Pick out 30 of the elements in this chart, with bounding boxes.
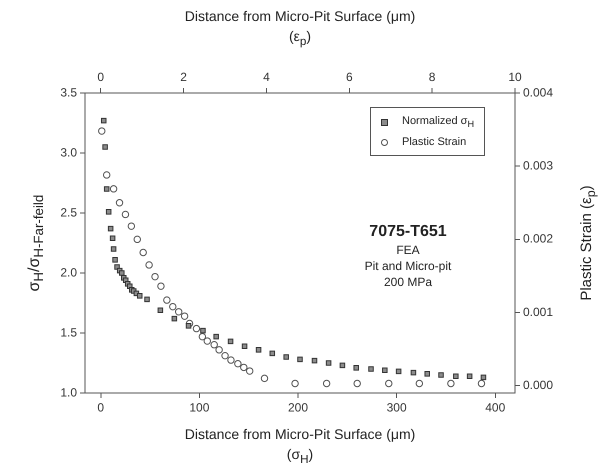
x-tick-label: 0 — [97, 400, 104, 415]
x2-tick-label: 0 — [97, 70, 104, 84]
y2-tick-label: 0.001 — [523, 304, 554, 319]
x2-axis-title: Distance from Micro-Pit Surface (μm) (ε$_{p}$) — [184, 7, 416, 50]
x2-tick-label: 2 — [180, 70, 188, 84]
y2-tick-label: 0.002 — [523, 232, 554, 246]
legend-label: Normalized σ$_{H}$ — [402, 114, 474, 132]
x2-tick-label: 4 — [263, 70, 270, 84]
x-tick-label: 200 — [288, 400, 308, 415]
y2-tick-label: 0.004 — [523, 85, 554, 100]
x-axis-title: Distance from Micro-Pit Surface (μm) (σ$_{H}$) — [184, 425, 416, 468]
y-tick-label: 2.5 — [60, 205, 78, 220]
y-tick-label: 1.0 — [60, 385, 78, 400]
x-tick-label: 300 — [386, 400, 407, 415]
x-tick-label: 400 — [485, 400, 506, 415]
x-tick-label: 100 — [189, 400, 210, 415]
y2-tick-label: 0.000 — [523, 378, 554, 392]
annotation: FEA — [395, 242, 421, 258]
y-tick-label: 1.5 — [60, 325, 78, 340]
y-tick-label: 2.0 — [60, 265, 78, 280]
annotation: Pit and Micro-pit — [364, 258, 452, 274]
y-tick-label: 3.0 — [60, 145, 78, 160]
y-tick-label: 3.5 — [60, 85, 78, 100]
x2-tick-label: 8 — [428, 70, 436, 84]
annotation: 200 MPa — [382, 274, 434, 290]
annotation: 7075-T651 — [368, 222, 448, 242]
legend-label: Plastic Strain — [402, 135, 466, 150]
y2-tick-label: 0.003 — [523, 158, 554, 172]
x2-tick-label: 6 — [346, 70, 353, 84]
x2-tick-label: 10 — [508, 70, 522, 84]
